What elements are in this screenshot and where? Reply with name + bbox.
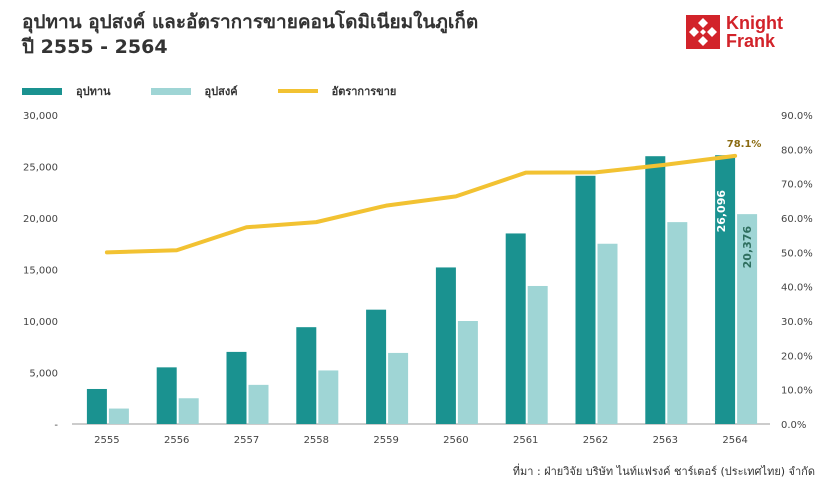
demand-bar <box>527 285 548 424</box>
x-tick-label: 2563 <box>653 435 678 446</box>
x-tick-label: 2561 <box>513 435 538 446</box>
demand-bar <box>667 222 688 424</box>
y-left-tick-label: 25,000 <box>23 163 58 174</box>
supply-data-label: 26,096 <box>715 190 728 233</box>
supply-bar <box>366 309 387 424</box>
y-right-tick-label: 10.0% <box>781 386 813 397</box>
x-tick-label: 2559 <box>373 435 398 446</box>
supply-bar <box>645 156 666 424</box>
x-tick-label: 2562 <box>583 435 608 446</box>
supply-bar <box>575 175 596 424</box>
y-left-tick-label: 20,000 <box>23 214 58 225</box>
demand-bar <box>388 352 409 424</box>
y-left-tick-label: 10,000 <box>23 317 58 328</box>
supply-bar <box>505 233 526 424</box>
legend-label-demand: อุปสงค์ <box>204 85 238 98</box>
logo-mark-icon <box>686 15 720 49</box>
x-tick-label: 2555 <box>94 435 119 446</box>
y-right-tick-label: 40.0% <box>781 283 813 294</box>
x-tick-label: 2560 <box>443 435 468 446</box>
x-tick-label: 2564 <box>722 435 747 446</box>
y-right-tick-label: 30.0% <box>781 317 813 328</box>
supply-bar <box>435 267 456 424</box>
demand-bar <box>318 370 339 424</box>
y-left-tick-label: 15,000 <box>23 266 58 277</box>
legend-label-rate: อัตราการขาย <box>331 85 397 98</box>
source-note: ที่มา : ฝ่ายวิจัย บริษัท ไนท์แฟรงค์ ชาร์… <box>512 465 815 478</box>
legend-swatch-supply <box>22 87 62 95</box>
supply-bar <box>715 155 736 425</box>
legend-label-supply: อุปทาน <box>76 85 111 98</box>
y-left-tick-label: 5,000 <box>29 369 58 380</box>
y-right-tick-label: 90.0% <box>781 111 813 122</box>
y-right-tick-label: 70.0% <box>781 180 813 191</box>
legend-item-supply: อุปทาน <box>22 82 111 100</box>
y-right-tick-label: 20.0% <box>781 351 813 362</box>
x-tick-label: 2556 <box>164 435 189 446</box>
demand-bar <box>737 214 758 424</box>
logo-text: Knight Frank <box>726 13 783 51</box>
chart-title: อุปทาน อุปสงค์ และอัตราการขายคอนโดมิเนีย… <box>22 10 478 60</box>
rate-line <box>104 153 738 255</box>
title-line-1: อุปทาน อุปสงค์ และอัตราการขายคอนโดมิเนีย… <box>22 11 479 33</box>
demand-bar <box>178 398 199 424</box>
y-left-tick-label: 30,000 <box>23 111 58 122</box>
rate-data-label: 78.1% <box>727 139 762 150</box>
y-right-tick-label: 50.0% <box>781 248 813 259</box>
knight-frank-logo: Knight Frank <box>686 14 783 50</box>
y-right-tick-label: 0.0% <box>781 420 806 431</box>
x-tick-label: 2558 <box>304 435 329 446</box>
legend-swatch-rate <box>277 89 318 93</box>
supply-bar <box>86 388 107 424</box>
demand-bar <box>597 243 618 424</box>
title-line-2: ปี 2555 - 2564 <box>22 36 168 58</box>
demand-bar <box>248 384 269 424</box>
demand-data-label: 20,376 <box>741 226 754 269</box>
y-left-tick-label: - <box>54 420 58 431</box>
y-right-tick-label: 80.0% <box>781 145 813 156</box>
demand-bar <box>457 321 478 424</box>
y-right-tick-label: 60.0% <box>781 214 813 225</box>
legend-item-demand: อุปสงค์ <box>150 82 238 100</box>
legend-swatch-demand <box>150 87 191 95</box>
supply-bar <box>296 327 317 424</box>
supply-bar <box>156 367 177 424</box>
legend: อุปทาน อุปสงค์ อัตราการขาย <box>22 82 436 100</box>
legend-item-rate: อัตราการขาย <box>277 82 397 100</box>
demand-bar <box>108 408 129 424</box>
x-tick-label: 2557 <box>234 435 259 446</box>
supply-bar <box>226 351 247 424</box>
